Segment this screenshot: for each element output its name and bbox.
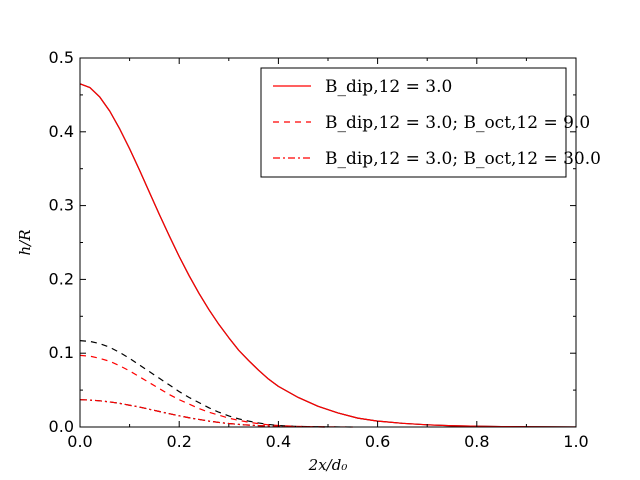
y-tick-label-0: 0.0 [49, 417, 74, 436]
x-tick-label-1: 0.2 [166, 432, 191, 451]
legend-box [260, 67, 567, 178]
y-tick-label-3: 0.3 [49, 196, 74, 215]
series-line-5 [79, 399, 329, 428]
y-tick-label-2: 0.2 [49, 269, 74, 288]
legend-entries: B_dip,12 = 3.0 B_dip,12 = 3.0; B_oct,12 =… [273, 77, 601, 169]
x-tick-label-3: 0.6 [365, 432, 390, 451]
tick-labels-layer: 0.0 0.2 0.4 0.6 0.8 1.0 0.0 0.1 0.2 0.3 0.4 0.5 [49, 48, 589, 451]
x-tick-label-2: 0.4 [266, 432, 291, 451]
ticks-layer [79, 57, 577, 428]
legend-label-0: B_dip,12 = 3.0 [325, 77, 452, 97]
x-tick-label-0: 0.0 [67, 432, 92, 451]
y-axis-label: h/R [16, 229, 34, 255]
y-tick-label-5: 0.5 [49, 48, 74, 67]
y-tick-label-1: 0.1 [49, 343, 74, 362]
legend: B_dip,12 = 3.0 B_dip,12 = 3.0; B_oct,12 =… [260, 67, 601, 178]
x-tick-label-5: 1.0 [563, 432, 588, 451]
x-axis-label: 2x/d₀ [308, 456, 348, 474]
series-line-2 [79, 340, 353, 428]
y-tick-label-4: 0.4 [49, 122, 74, 141]
legend-label-1: B_dip,12 = 3.0; B_oct,12 = 9.0 [325, 113, 590, 133]
legend-label-2: B_dip,12 = 3.0; B_oct,12 = 30.0 [325, 149, 601, 169]
series-line-1 [79, 83, 577, 428]
x-tick-label-4: 0.8 [464, 432, 489, 451]
